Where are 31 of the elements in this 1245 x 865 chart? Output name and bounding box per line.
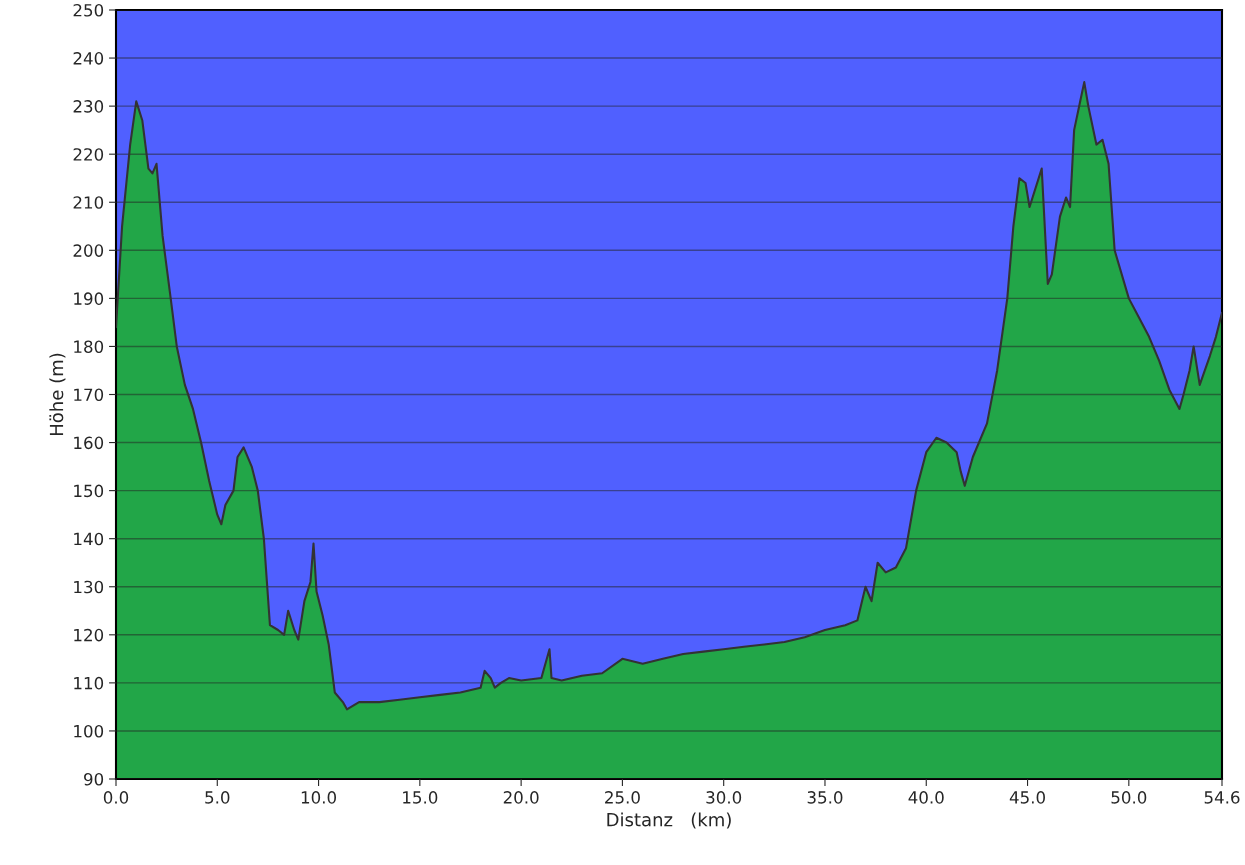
x-tick-label: 40.0 — [908, 791, 944, 804]
y-tick-label: 220 — [73, 148, 104, 161]
y-tick-label: 90 — [84, 772, 104, 786]
x-tick-label: 10.0 — [301, 791, 337, 804]
x-tick-label: 25.0 — [605, 791, 640, 804]
y-tick-label: 170 — [74, 388, 104, 402]
x-tick-label: 20.0 — [503, 791, 539, 804]
x-tick-label: 45.0 — [1009, 791, 1045, 804]
y-tick-label: 250 — [73, 3, 104, 17]
y-tick-label: 230 — [73, 100, 104, 113]
y-tick-label: 100 — [74, 724, 104, 738]
y-tick-label: 180 — [74, 340, 104, 354]
y-tick-label: 240 — [73, 52, 104, 65]
x-tick-label: 15.0 — [403, 791, 438, 804]
x-axis-title: Distanz (km) — [607, 812, 731, 829]
y-tick-label: 130 — [74, 580, 104, 594]
x-tick-label: 30.0 — [706, 791, 742, 804]
x-tick-label: 50.0 — [1111, 791, 1147, 804]
y-tick-label: 200 — [73, 244, 104, 257]
y-tick-label: 160 — [74, 436, 104, 450]
y-tick-label: 110 — [74, 676, 104, 690]
y-tick-label: 140 — [74, 532, 104, 546]
x-tick-label: 54.6 — [1204, 791, 1240, 804]
y-tick-label: 190 — [74, 292, 104, 305]
y-tick-label: 210 — [73, 196, 104, 209]
y-tick-label: 120 — [74, 628, 104, 642]
x-tick-label: 0.0 — [103, 791, 129, 804]
x-tick-label: 5.0 — [205, 791, 230, 804]
x-tick-label: 35.0 — [807, 791, 843, 804]
y-tick-label: 150 — [74, 484, 104, 498]
y-axis-title: Höhe (m) — [49, 353, 66, 436]
